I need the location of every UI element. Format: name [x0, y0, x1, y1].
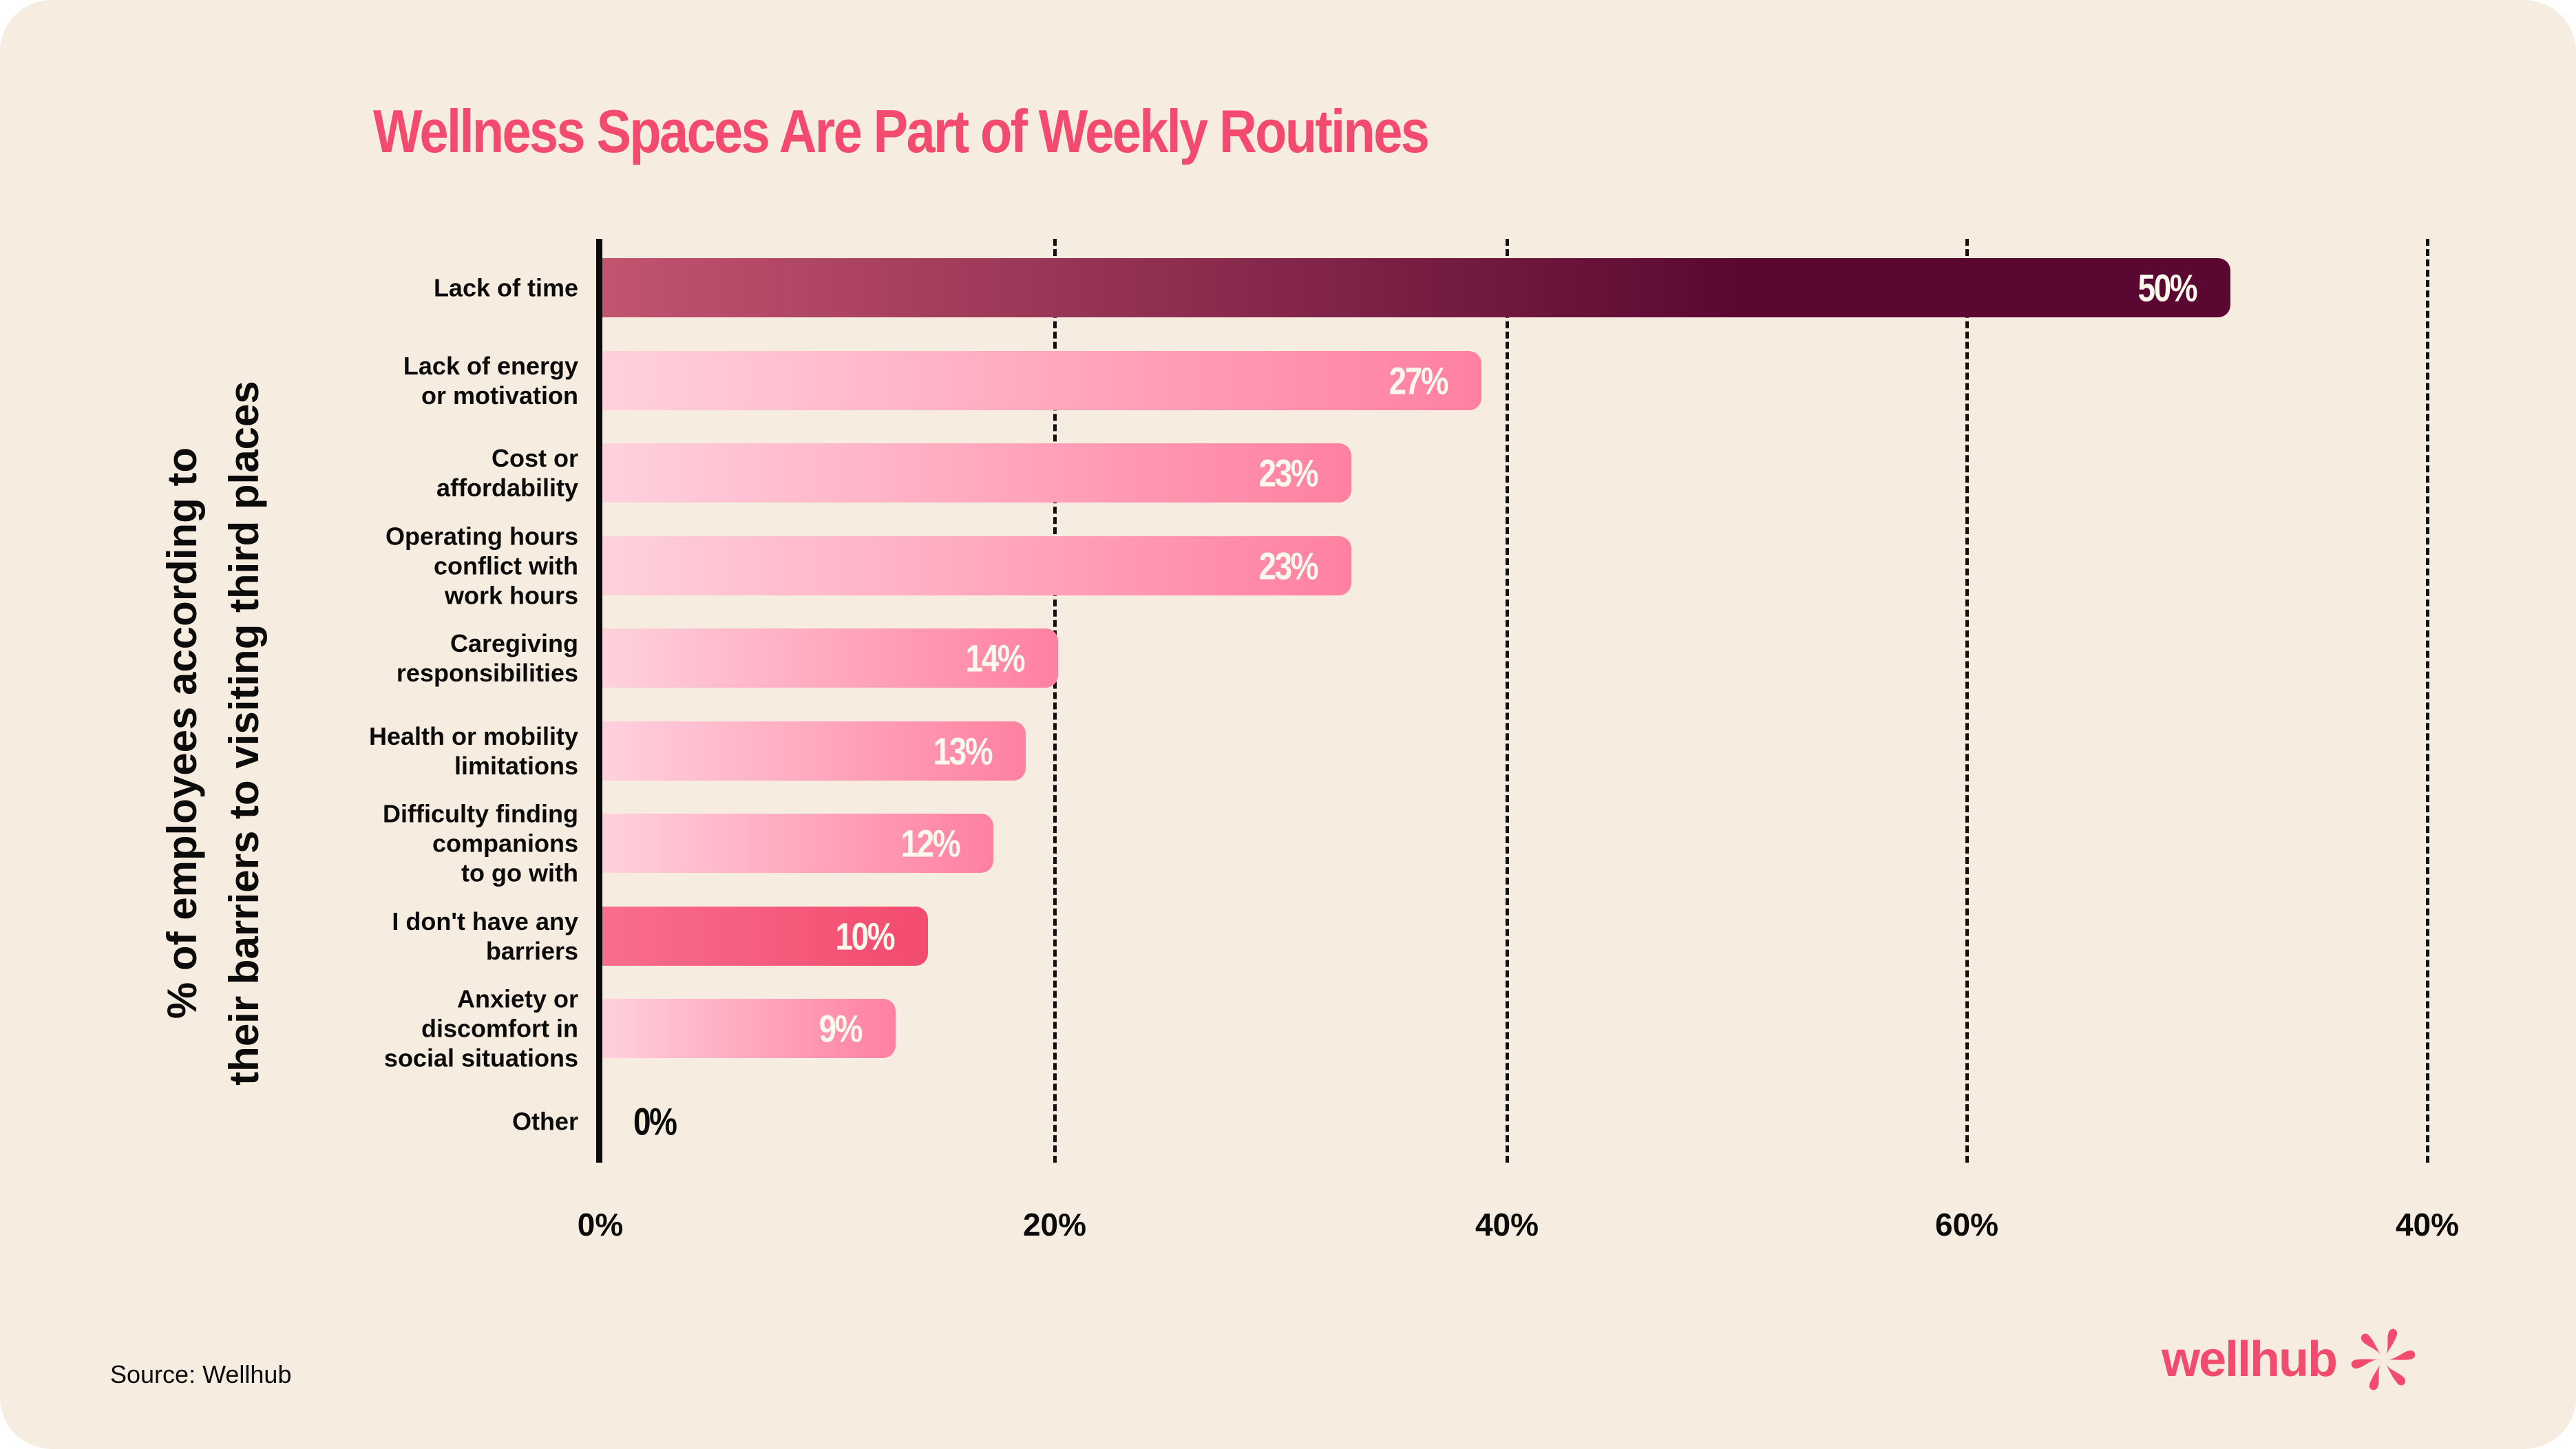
- category-label: Health or mobility limitations: [368, 721, 578, 780]
- bar-value-label: 50%: [2137, 266, 2197, 310]
- bar: [602, 443, 1351, 503]
- flower-swirl-icon: [2350, 1329, 2417, 1390]
- x-tick-label: 20%: [1022, 1207, 1087, 1242]
- category-label: I don't have any barriers: [392, 907, 578, 965]
- x-tick-label: 40%: [2395, 1207, 2460, 1242]
- gridline: [2426, 239, 2429, 1163]
- gridline: [1053, 239, 1057, 1163]
- bar-value-label: 9%: [819, 1006, 863, 1050]
- category-label: Caregiving responsibilities: [396, 629, 578, 687]
- category-label: Anxiety or discomfort in social situatio…: [383, 984, 578, 1072]
- bar-value-label: 0%: [633, 1099, 677, 1143]
- wellhub-logo: wellhub: [2162, 1322, 2418, 1397]
- x-tick-label: 0%: [577, 1207, 624, 1242]
- category-label: Lack of time: [433, 273, 578, 302]
- source-note: Source: Wellhub: [110, 1360, 292, 1388]
- bar-value-label: 14%: [965, 636, 1026, 680]
- bar-value-label: 12%: [900, 821, 960, 865]
- category-label: Operating hours conflict with work hours: [385, 522, 578, 609]
- bar-value-label: 27%: [1389, 359, 1449, 402]
- bar-value-label: 23%: [1258, 544, 1318, 587]
- category-label: Lack of energy or motivation: [403, 351, 578, 410]
- bar: [602, 906, 928, 966]
- y-axis-label-line-1: % of employees according to: [159, 447, 205, 1019]
- chart-title: Wellness Spaces Are Part of Weekly Routi…: [373, 97, 1430, 165]
- bar: [602, 999, 896, 1058]
- gridline: [1965, 239, 1969, 1163]
- bar-value-label: 13%: [933, 729, 993, 772]
- category-label: Difficulty finding companions to go with: [383, 799, 578, 887]
- bar: [602, 258, 2230, 317]
- bar: [602, 814, 993, 873]
- bar: [602, 536, 1351, 595]
- x-tick-label: 40%: [1475, 1207, 1539, 1242]
- gridline: [1506, 239, 1509, 1163]
- y-axis-line: [596, 239, 602, 1163]
- bar-value-label: 23%: [1258, 451, 1318, 495]
- brand-name: wellhub: [2162, 1332, 2338, 1387]
- x-tick-label: 60%: [1934, 1207, 1999, 1242]
- category-label: Other: [511, 1107, 578, 1135]
- category-label: Cost or affordability: [436, 444, 578, 502]
- bar: [602, 721, 1026, 781]
- bar: [602, 350, 1482, 410]
- bar-value-label: 10%: [835, 914, 895, 958]
- bar: [602, 628, 1059, 688]
